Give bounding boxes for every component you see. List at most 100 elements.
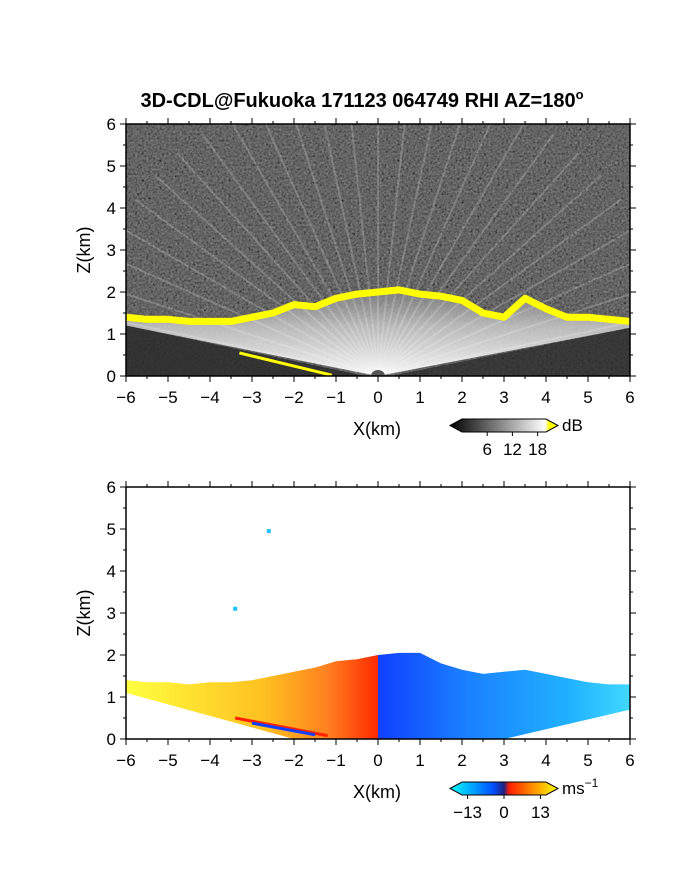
x-tick-label: −5 <box>158 388 177 407</box>
x-tick-label: 4 <box>541 751 550 770</box>
reflectivity-field <box>126 124 630 376</box>
x-tick-label: 0 <box>373 388 382 407</box>
cloud-top-contour <box>126 286 630 325</box>
beam-ray <box>126 229 379 376</box>
x-tick-label: 6 <box>625 751 634 770</box>
x-tick-label: −2 <box>284 751 303 770</box>
y-tick-label: 0 <box>107 367 116 386</box>
x-tick-label: 1 <box>415 388 424 407</box>
colorbar-unit: dB <box>562 416 583 435</box>
beam-ray <box>134 198 379 376</box>
colorbar-bar <box>448 418 560 433</box>
beam-ray <box>377 132 556 376</box>
x-tick-label: 4 <box>541 388 550 407</box>
x-tick-label: 2 <box>457 388 466 407</box>
y-axis-label: Z(km) <box>74 227 94 274</box>
beam-ray <box>377 152 580 376</box>
y-tick-label: 1 <box>107 688 116 707</box>
y-tick-label: 5 <box>107 520 116 539</box>
beam-ray <box>377 293 630 376</box>
x-tick-label: 6 <box>625 388 634 407</box>
approaching-region <box>126 655 378 739</box>
beam-ray <box>126 293 379 376</box>
x-tick-label: 1 <box>415 751 424 770</box>
x-tick-label: 5 <box>583 388 592 407</box>
x-tick-label: 0 <box>373 751 382 770</box>
y-tick-label: 0 <box>107 730 116 749</box>
x-axis-label: X(km) <box>353 782 401 802</box>
x-tick-label: −6 <box>116 388 135 407</box>
shadow-left <box>126 325 366 376</box>
beam-ray <box>377 229 630 376</box>
clutter-blue <box>251 721 316 737</box>
x-tick-label: −4 <box>200 388 219 407</box>
x-tick-label: −3 <box>242 388 261 407</box>
colorbar: −13 0 13 ms−1 <box>448 776 599 822</box>
isolated-echo <box>266 529 271 534</box>
beam-ray <box>377 124 406 376</box>
x-tick-label: −1 <box>326 388 345 407</box>
y-axis-label: Z(km) <box>74 590 94 637</box>
x-tick-label: 2 <box>457 751 466 770</box>
isolated-echo <box>233 606 238 611</box>
x-tick-label: 5 <box>583 751 592 770</box>
colorbar-tick-label: 12 <box>503 440 522 459</box>
beam-ray <box>176 152 379 376</box>
x-tick-label: 3 <box>499 388 508 407</box>
x-axis-label: X(km) <box>353 419 401 439</box>
ground-clutter <box>239 351 333 376</box>
x-tick-label: −5 <box>158 751 177 770</box>
y-tick-label: 6 <box>107 478 116 497</box>
echo-layer <box>126 292 630 376</box>
beam-ray <box>377 262 630 376</box>
x-tick-label: −4 <box>200 751 219 770</box>
beam-ray <box>377 124 525 376</box>
beam-ray <box>126 321 379 376</box>
y-tick-label: 5 <box>107 157 116 176</box>
y-tick-label: 4 <box>107 562 116 581</box>
velocity-field <box>126 487 630 739</box>
colorbar-tick-label: 6 <box>482 440 491 459</box>
clutter-red <box>234 716 328 738</box>
x-tick-label: −6 <box>116 751 135 770</box>
beam-ray <box>377 174 602 376</box>
colorbar: 6 12 18 dB <box>448 416 583 459</box>
colorbar-bar <box>448 781 560 796</box>
y-tick-label: 6 <box>107 115 116 134</box>
title-superscript: o <box>576 87 584 102</box>
beam-ray <box>377 124 461 376</box>
axes: −6 −5 −4 −3 −2 −1 0 1 2 3 4 5 6 0 1 2 3 4 5 6 X(km) Z(km) <box>74 478 636 802</box>
beam-ray <box>377 124 433 376</box>
y-tick-label: 1 <box>107 325 116 344</box>
y-tick-label: 4 <box>107 199 116 218</box>
receding-region <box>378 652 630 739</box>
beam-ray <box>126 262 379 376</box>
beam-ray <box>377 198 622 376</box>
x-tick-label: −3 <box>242 751 261 770</box>
colorbar-tick-label: 13 <box>531 803 550 822</box>
beam-ray <box>350 124 379 376</box>
velocity-panel: −6 −5 −4 −3 −2 −1 0 1 2 3 4 5 6 0 1 2 3 4 5 6 X(km) Z(km) −13 0… <box>74 478 636 822</box>
y-tick-label: 3 <box>107 604 116 623</box>
axes: −6 −5 −4 −3 −2 −1 0 1 2 3 4 5 6 0 1 2 3 4 5 6 X(km) Z(km) <box>74 115 636 439</box>
chart-title: 3D-CDL@Fukuoka 171123 064749 RHI AZ=180o <box>140 87 583 112</box>
x-tick-label: 3 <box>499 751 508 770</box>
colorbar-unit: ms−1 <box>562 776 599 798</box>
beam-ray <box>264 124 379 376</box>
y-tick-label: 3 <box>107 241 116 260</box>
colorbar-tick-label: 18 <box>528 440 547 459</box>
x-tick-label: −1 <box>326 751 345 770</box>
colorbar-tick-label: −13 <box>453 803 482 822</box>
x-tick-label: −2 <box>284 388 303 407</box>
colorbar-unit-superscript: −1 <box>585 776 599 790</box>
y-tick-label: 2 <box>107 646 116 665</box>
radar-site <box>371 370 385 376</box>
colorbar-tick-label: 0 <box>499 803 508 822</box>
beam-ray <box>154 174 379 376</box>
beam-ray <box>377 124 492 376</box>
beam-ray <box>231 124 379 376</box>
shadow-right <box>390 327 630 376</box>
beam-ray <box>323 124 379 376</box>
